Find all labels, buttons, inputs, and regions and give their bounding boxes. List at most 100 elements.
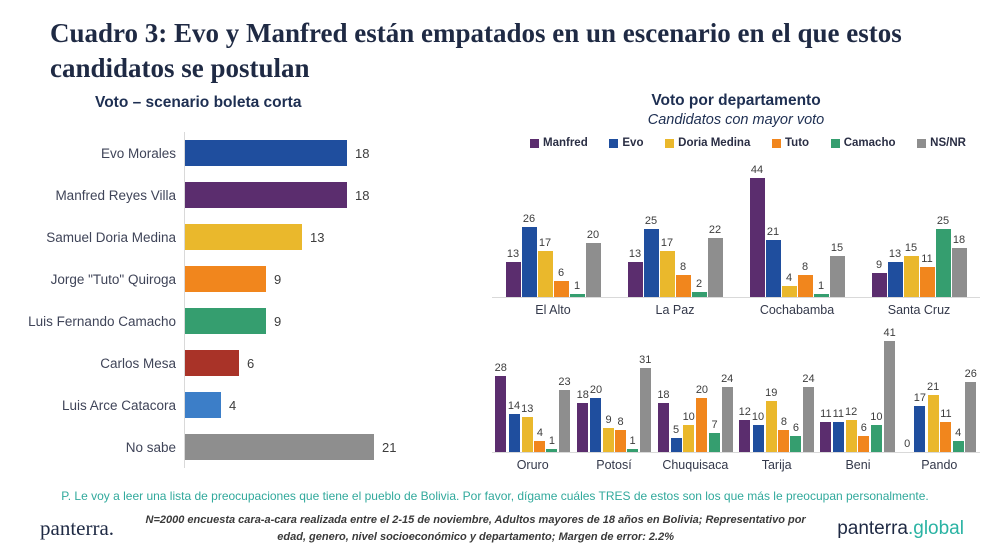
candidate-bar	[185, 140, 347, 166]
candidate-label: Jorge "Tuto" Quiroga	[50, 271, 176, 287]
series-bar	[670, 438, 682, 452]
bar-value-label: 13	[506, 248, 520, 260]
bar-value-label: 0	[904, 438, 911, 450]
dept-label: Cochabamba	[759, 303, 835, 317]
panterra-global-tld: .global	[907, 517, 964, 539]
series-bar	[797, 275, 813, 297]
series-bar-column: 1	[546, 436, 558, 452]
legend-item: Manfred	[530, 137, 588, 149]
series-bar	[919, 267, 935, 297]
legend-item: Doria Medina	[665, 137, 750, 149]
bar-value-label: 8	[780, 416, 787, 428]
series-bar	[845, 420, 857, 452]
series-bar	[820, 422, 832, 452]
bar-value-label: 25	[644, 215, 658, 227]
series-bar	[707, 238, 723, 297]
series-bar	[495, 376, 507, 452]
bar-value-label: 9	[875, 259, 883, 271]
panterra-global-name: panterra	[837, 517, 908, 539]
dept-row-0: 13 26 17 6 1 20 El Alto 13 25 17 8 2 22 La Paz 44 21 4 8 1…	[492, 165, 980, 317]
bar-value-label: 28	[494, 362, 507, 374]
series-bar	[739, 420, 751, 452]
bar-value-label: 1	[573, 280, 581, 292]
left-chart-row: Jorge "Tuto" Quiroga 9	[12, 258, 490, 300]
dept-group: 28 14 13 4 1 23 Oruro	[492, 329, 574, 472]
bar-value-label: 11	[832, 408, 845, 420]
series-bar-column: 10	[752, 412, 764, 452]
bar-value-label: 13	[888, 248, 902, 260]
series-bar-column: 8	[797, 262, 813, 297]
bar-value-label: 17	[538, 237, 552, 249]
series-bar	[709, 433, 721, 452]
bar-track: 18	[184, 132, 490, 174]
legend-label: Manfred	[543, 137, 588, 149]
series-bar-column: 20	[590, 385, 602, 452]
left-chart-row: Manfred Reyes Villa 18	[12, 174, 490, 216]
series-bar-column: 9	[603, 415, 615, 452]
series-bar-column: 44	[749, 165, 765, 297]
legend: Manfred Evo Doria Medina Tuto Camacho NS/NR	[530, 137, 966, 149]
series-bar	[829, 256, 845, 297]
series-bar-column: 11	[940, 409, 952, 452]
series-bar-column: 17	[914, 393, 926, 452]
dept-label: Potosí	[596, 458, 632, 472]
series-bar-column: 11	[820, 409, 832, 452]
series-bar	[691, 292, 707, 297]
legend-label: Doria Medina	[678, 137, 751, 149]
bar-value-label: 24	[802, 373, 815, 385]
series-bar	[603, 428, 615, 452]
series-bar-column: 19	[765, 388, 777, 452]
series-bar-column: 1	[813, 281, 829, 297]
series-bar-column: 7	[709, 419, 721, 452]
legend-item: Camacho	[830, 137, 896, 149]
series-bar-column: 6	[858, 423, 870, 452]
bar-value-label: 41	[883, 327, 896, 339]
dept-bars: 9 13 15 11 25 18	[858, 165, 980, 298]
bar-value-label: 21	[382, 439, 397, 455]
left-chart-title: Voto – scenario boleta corta	[95, 94, 302, 111]
dept-group: 12 10 19 8 6 24 Tarija	[735, 329, 818, 472]
bar-value-label: 17	[660, 237, 674, 249]
right-chart-panel: Voto por departamento Candidatos con may…	[492, 92, 980, 472]
bar-value-label: 18	[952, 234, 966, 246]
panterra-logo: panterra.	[40, 516, 115, 540]
dept-group: 13 26 17 6 1 20 El Alto	[492, 165, 614, 317]
series-bar	[790, 436, 802, 452]
bar-value-label: 7	[711, 419, 718, 431]
series-bar	[546, 449, 558, 452]
bar-value-label: 24	[721, 373, 734, 385]
dept-group: 18 5 10 20 7 24 Chuquisaca	[654, 329, 736, 472]
series-bar	[765, 401, 777, 452]
series-bar	[952, 441, 964, 452]
dept-group: 13 25 17 8 2 22 La Paz	[614, 165, 736, 317]
series-bar-column: 25	[643, 215, 659, 297]
legend-swatch-icon	[830, 138, 840, 148]
right-chart-title: Voto por departamento	[651, 92, 821, 109]
bar-track: 4	[184, 384, 490, 426]
bar-value-label: 25	[936, 215, 950, 227]
series-bar	[659, 251, 675, 297]
series-bar-column: 11	[919, 254, 935, 297]
dept-label: Tarija	[761, 458, 792, 472]
series-bar	[559, 390, 571, 452]
series-bar	[935, 229, 951, 297]
series-bar-column: 13	[627, 249, 643, 297]
series-bar	[615, 430, 627, 452]
series-bar	[965, 382, 977, 452]
bar-value-label: 22	[708, 224, 722, 236]
survey-question-note: P. Le voy a leer una lista de preocupaci…	[61, 489, 929, 503]
series-bar	[508, 414, 520, 452]
bar-value-label: 4	[536, 427, 543, 439]
series-bar	[858, 436, 870, 452]
bar-value-label: 10	[751, 411, 765, 423]
dept-group: 44 21 4 8 1 15 Cochabamba	[736, 165, 858, 317]
series-bar	[951, 248, 967, 297]
dept-group: 11 11 12 6 10 41 Beni	[817, 327, 899, 472]
series-bar	[778, 430, 790, 452]
left-chart-row: Samuel Doria Medina 13	[12, 216, 490, 258]
left-chart-row: Evo Morales 18	[12, 132, 490, 174]
series-bar-column: 23	[558, 377, 571, 452]
bar-value-label: 17	[913, 392, 926, 404]
series-bar-column: 8	[615, 417, 627, 452]
